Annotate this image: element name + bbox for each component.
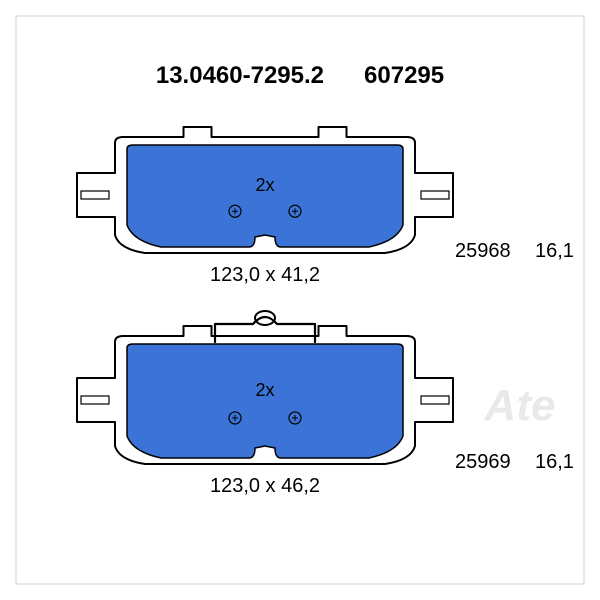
diagram-canvas: 13.0460-7295.2 607295 Ate2x123,0 x 41,22… [0, 0, 600, 600]
diagram-svg: Ate 2x 123,0 x 41,2 25968 16,1 2x 123,0 x 46,2… [0, 0, 600, 600]
watermark-text: Ate [484, 381, 556, 430]
qty-label-top: 2x [255, 175, 274, 195]
code-top: 25968 [455, 240, 511, 262]
code-bottom: 25969 [455, 451, 511, 473]
qty-label-bottom: 2x [255, 380, 274, 400]
thickness-top: 16,1 [535, 240, 574, 262]
dimensions-top: 123,0 x 41,2 [210, 264, 320, 286]
dimensions-bottom: 123,0 x 46,2 [210, 475, 320, 497]
thickness-bottom: 16,1 [535, 451, 574, 473]
brake-pad-top: 2x 123,0 x 41,2 25968 16,1 [77, 127, 574, 286]
